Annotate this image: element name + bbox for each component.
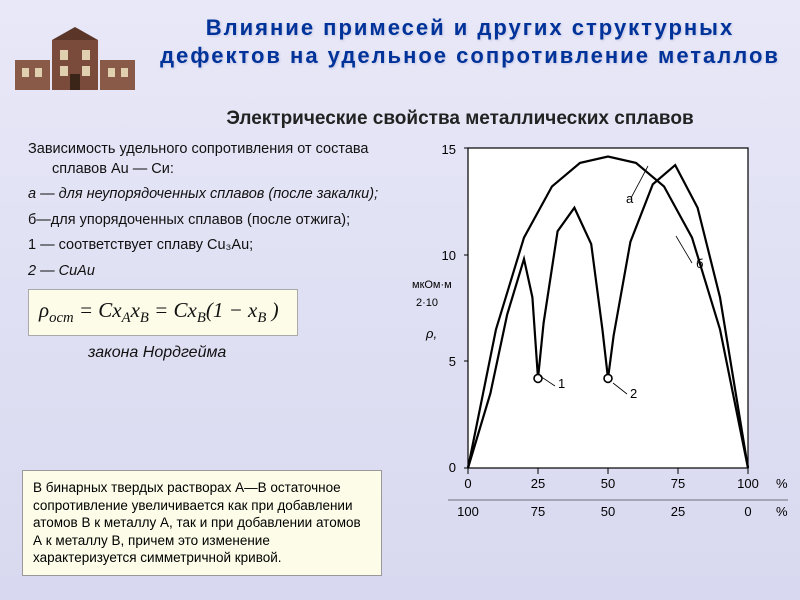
svg-text:50: 50	[601, 504, 615, 519]
svg-text:0: 0	[744, 504, 751, 519]
svg-text:0: 0	[449, 460, 456, 475]
resistivity-chart: 0 5 10 15 0 25 50 75 100 % Au 100 75 50 …	[408, 138, 788, 558]
logo-building	[10, 22, 140, 97]
page-title: Влияние примесей и других структурных де…	[160, 14, 780, 69]
svg-text:100: 100	[457, 504, 479, 519]
svg-text:10: 10	[442, 248, 456, 263]
marker-1	[534, 374, 542, 382]
x-axis-cu: 100 75 50 25 0 % Cu	[448, 500, 788, 519]
label-a: а	[626, 191, 634, 206]
svg-text:мкОм·м: мкОм·м	[412, 279, 452, 291]
svg-text:2·10: 2·10	[416, 297, 438, 309]
svg-text:25: 25	[671, 504, 685, 519]
bottom-note: В бинарных твердых растворах А—В остаточ…	[22, 470, 382, 576]
svg-text:25: 25	[531, 476, 545, 491]
item-a: а — для неупорядоченных сплавов (после з…	[28, 185, 398, 205]
svg-text:ρ,: ρ,	[425, 326, 437, 341]
label-1: 1	[558, 376, 565, 391]
svg-text:15: 15	[442, 142, 456, 157]
svg-text:% Au: % Au	[776, 476, 788, 491]
svg-text:5: 5	[449, 354, 456, 369]
label-b: б	[696, 256, 703, 271]
svg-text:75: 75	[671, 476, 685, 491]
svg-text:100: 100	[737, 476, 759, 491]
y-axis-label: мкОм·м 2·10 ρ,	[412, 279, 452, 341]
left-text-block: Зависимость удельного сопротивления от с…	[28, 140, 398, 364]
formula: ρост = CxAxB = CxB(1 − xB )	[28, 289, 298, 336]
svg-text:% Cu: % Cu	[776, 504, 788, 519]
law-name: закона Нордгейма	[28, 342, 398, 364]
x-axis-au: 0 25 50 75 100 % Au	[464, 468, 788, 491]
svg-text:75: 75	[531, 504, 545, 519]
svg-text:0: 0	[464, 476, 471, 491]
svg-text:50: 50	[601, 476, 615, 491]
intro-line: Зависимость удельного сопротивления от с…	[28, 140, 398, 179]
subtitle: Электрические свойства металлических спл…	[140, 108, 780, 130]
item-2: 2 — CuAu	[28, 262, 398, 282]
item-1: 1 — соответствует сплаву Cu₃Au;	[28, 236, 398, 256]
label-2: 2	[630, 386, 637, 401]
item-b: б—для упорядоченных сплавов (после отжиг…	[28, 211, 398, 231]
marker-2	[604, 374, 612, 382]
